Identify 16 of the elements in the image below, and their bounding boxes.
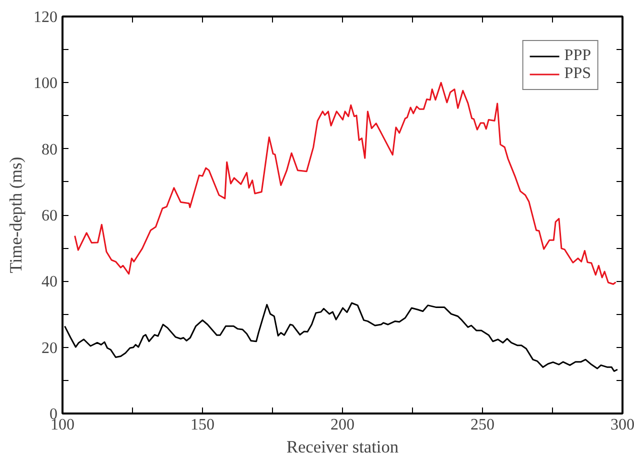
legend-label: PPP (564, 47, 591, 65)
x-axis-title: Receiver station (286, 438, 399, 456)
line-series (64, 302, 618, 372)
x-tick-label: 300 (610, 416, 634, 434)
y-tick-label: 120 (34, 9, 58, 26)
y-tick-label: 40 (42, 274, 58, 291)
line-series (74, 82, 617, 285)
y-axis-title: Time-depth (ms) (6, 156, 26, 274)
y-tick-label: 100 (34, 75, 58, 92)
y-tick-label: 60 (42, 208, 58, 224)
x-tick-label: 150 (190, 416, 214, 434)
y-tick-label: 80 (42, 141, 58, 158)
y-tick-label: 20 (42, 340, 58, 357)
legend-label: PPS (564, 65, 591, 83)
x-tick-label: 200 (330, 416, 354, 434)
x-tick-label: 250 (470, 416, 494, 434)
